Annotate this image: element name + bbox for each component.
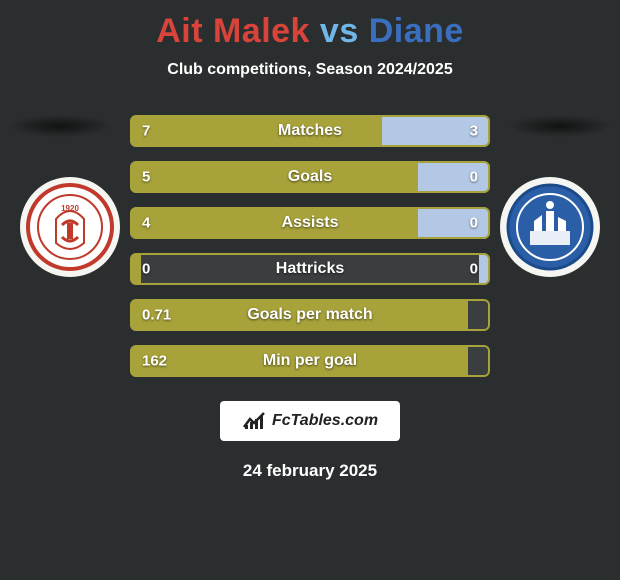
- stat-bars: 7 3 Matches 5 0 Goals 4 0 Assists 0 0 Hattricks 0.71…: [130, 115, 490, 377]
- stat-label: Matches: [278, 122, 342, 140]
- stat-row: 0 0 Hattricks: [130, 253, 490, 285]
- stat-value-left: 4: [142, 215, 150, 232]
- stat-row: 162 Min per goal: [130, 345, 490, 377]
- page-title: Ait Malek vs Diane: [0, 0, 620, 51]
- stat-row: 4 0 Assists: [130, 207, 490, 239]
- title-player-right: Diane: [369, 12, 464, 50]
- bar-fill-right: [418, 207, 490, 239]
- stat-value-left: 0.71: [142, 307, 171, 324]
- source-text: FcTables.com: [272, 412, 378, 430]
- crest-left-ring: 1920: [26, 183, 114, 271]
- chart-icon: [242, 411, 266, 431]
- stat-label: Goals per match: [247, 306, 372, 324]
- stat-row: 5 0 Goals: [130, 161, 490, 193]
- crest-shadow-right: [508, 115, 612, 137]
- crest-right-ring: [506, 183, 594, 271]
- stat-value-left: 5: [142, 169, 150, 186]
- crest-left-svg: 1920: [26, 183, 114, 271]
- source-badge: FcTables.com: [220, 401, 400, 441]
- bar-fill-right: [479, 253, 490, 285]
- club-crest-right: [500, 177, 600, 277]
- stat-value-left: 0: [142, 261, 150, 278]
- stat-value-right: 0: [470, 261, 478, 278]
- title-player-left: Ait Malek: [156, 12, 310, 50]
- date-label: 24 february 2025: [0, 461, 620, 481]
- stat-value-right: 0: [470, 169, 478, 186]
- stat-row: 0.71 Goals per match: [130, 299, 490, 331]
- crest-shadow-left: [8, 115, 112, 137]
- stat-label: Hattricks: [276, 260, 344, 278]
- bar-fill-left: [130, 207, 418, 239]
- bar-fill-left: [130, 115, 382, 147]
- stat-value-right: 0: [470, 215, 478, 232]
- crest-right-svg: [506, 183, 594, 271]
- title-vs: vs: [320, 12, 359, 50]
- stat-label: Min per goal: [263, 352, 357, 370]
- bar-fill-left: [130, 253, 141, 285]
- stat-value-right: 3: [470, 123, 478, 140]
- bar-fill-left: [130, 161, 418, 193]
- stat-value-left: 162: [142, 353, 167, 370]
- club-crest-left: 1920: [20, 177, 120, 277]
- bar-fill-right: [418, 161, 490, 193]
- subtitle: Club competitions, Season 2024/2025: [0, 61, 620, 79]
- stat-label: Assists: [282, 214, 339, 232]
- stat-value-left: 7: [142, 123, 150, 140]
- stat-label: Goals: [288, 168, 332, 186]
- comparison-panel: 1920: [0, 115, 620, 377]
- stat-row: 7 3 Matches: [130, 115, 490, 147]
